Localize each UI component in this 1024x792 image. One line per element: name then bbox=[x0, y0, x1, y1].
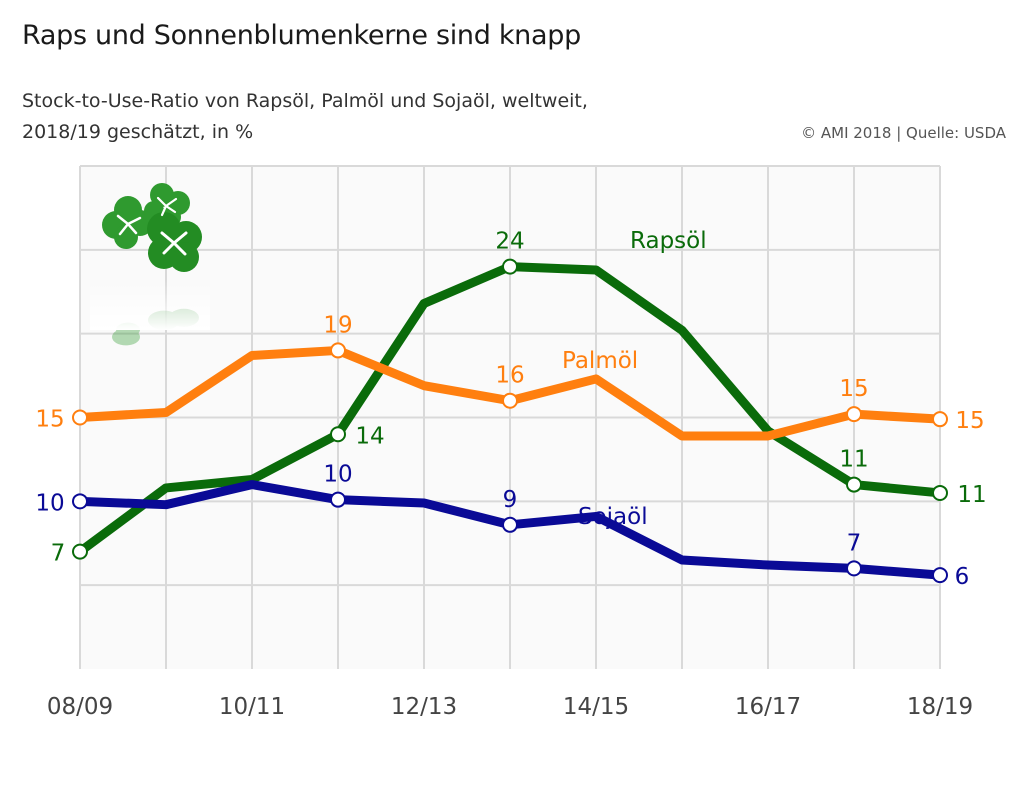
data-point-palmoel bbox=[846, 406, 862, 423]
chart-subtitle-line1: Stock-to-Use-Ratio von Rapsöl, Palmöl un… bbox=[22, 90, 588, 112]
data-point-rapsoel bbox=[330, 426, 346, 443]
data-point-sojaoel bbox=[932, 567, 948, 584]
data-point-sojaoel bbox=[502, 516, 518, 533]
data-point-sojaoel bbox=[72, 493, 88, 510]
data-label-palmoel: 15 bbox=[955, 408, 984, 434]
x-tick-label: 18/19 bbox=[907, 694, 973, 720]
data-label-sojaoel: 6 bbox=[955, 564, 970, 590]
data-label-rapsoel: 7 bbox=[51, 541, 66, 567]
data-point-palmoel bbox=[72, 409, 88, 426]
data-point-rapsoel bbox=[502, 258, 518, 275]
data-point-palmoel bbox=[502, 392, 518, 409]
four-leaf-clover-icon bbox=[90, 183, 210, 346]
data-label-sojaoel: 10 bbox=[35, 490, 64, 516]
series-labels: Rapsöl Palmöl Sojaöl bbox=[562, 228, 707, 530]
x-axis-tick-labels: 08/09 10/11 12/13 14/15 16/17 18/19 bbox=[47, 694, 973, 720]
data-label-palmoel: 15 bbox=[839, 376, 868, 402]
data-label-rapsoel: 11 bbox=[839, 447, 868, 473]
data-point-rapsoel bbox=[846, 476, 862, 493]
data-label-rapsoel: 24 bbox=[495, 229, 524, 255]
data-point-rapsoel bbox=[72, 543, 88, 560]
x-tick-label: 12/13 bbox=[391, 694, 457, 720]
x-tick-label: 14/15 bbox=[563, 694, 629, 720]
series-markers bbox=[72, 258, 948, 584]
data-label-sojaoel: 10 bbox=[323, 462, 352, 488]
chart-title: Raps und Sonnenblumenkerne sind knapp bbox=[22, 20, 581, 51]
data-point-sojaoel bbox=[330, 491, 346, 508]
series-name-palmoel: Palmöl bbox=[562, 348, 638, 374]
data-labels: 7 14 24 11 11 15 19 16 15 15 10 10 9 7 6 bbox=[35, 229, 986, 591]
x-tick-label: 08/09 bbox=[47, 694, 113, 720]
series-name-sojaoel: Sojaöl bbox=[578, 504, 648, 530]
data-point-rapsoel bbox=[932, 484, 948, 501]
data-label-palmoel: 19 bbox=[323, 312, 352, 338]
source-note: © AMI 2018 | Quelle: USDA bbox=[801, 124, 1006, 142]
data-point-palmoel bbox=[932, 411, 948, 428]
chart-subtitle-line2: 2018/19 geschätzt, in % bbox=[22, 121, 254, 143]
data-label-rapsoel: 14 bbox=[355, 423, 384, 449]
data-label-palmoel: 16 bbox=[495, 363, 524, 389]
data-label-rapsoel: 11 bbox=[957, 482, 986, 508]
x-tick-label: 16/17 bbox=[735, 694, 801, 720]
data-point-palmoel bbox=[330, 342, 346, 359]
data-point-sojaoel bbox=[846, 560, 862, 577]
x-tick-label: 10/11 bbox=[219, 694, 285, 720]
data-label-palmoel: 15 bbox=[35, 407, 64, 433]
data-label-sojaoel: 7 bbox=[847, 530, 862, 556]
data-label-sojaoel: 9 bbox=[503, 487, 518, 513]
series-name-rapsoel: Rapsöl bbox=[630, 228, 707, 254]
grid-lines bbox=[79, 165, 941, 669]
